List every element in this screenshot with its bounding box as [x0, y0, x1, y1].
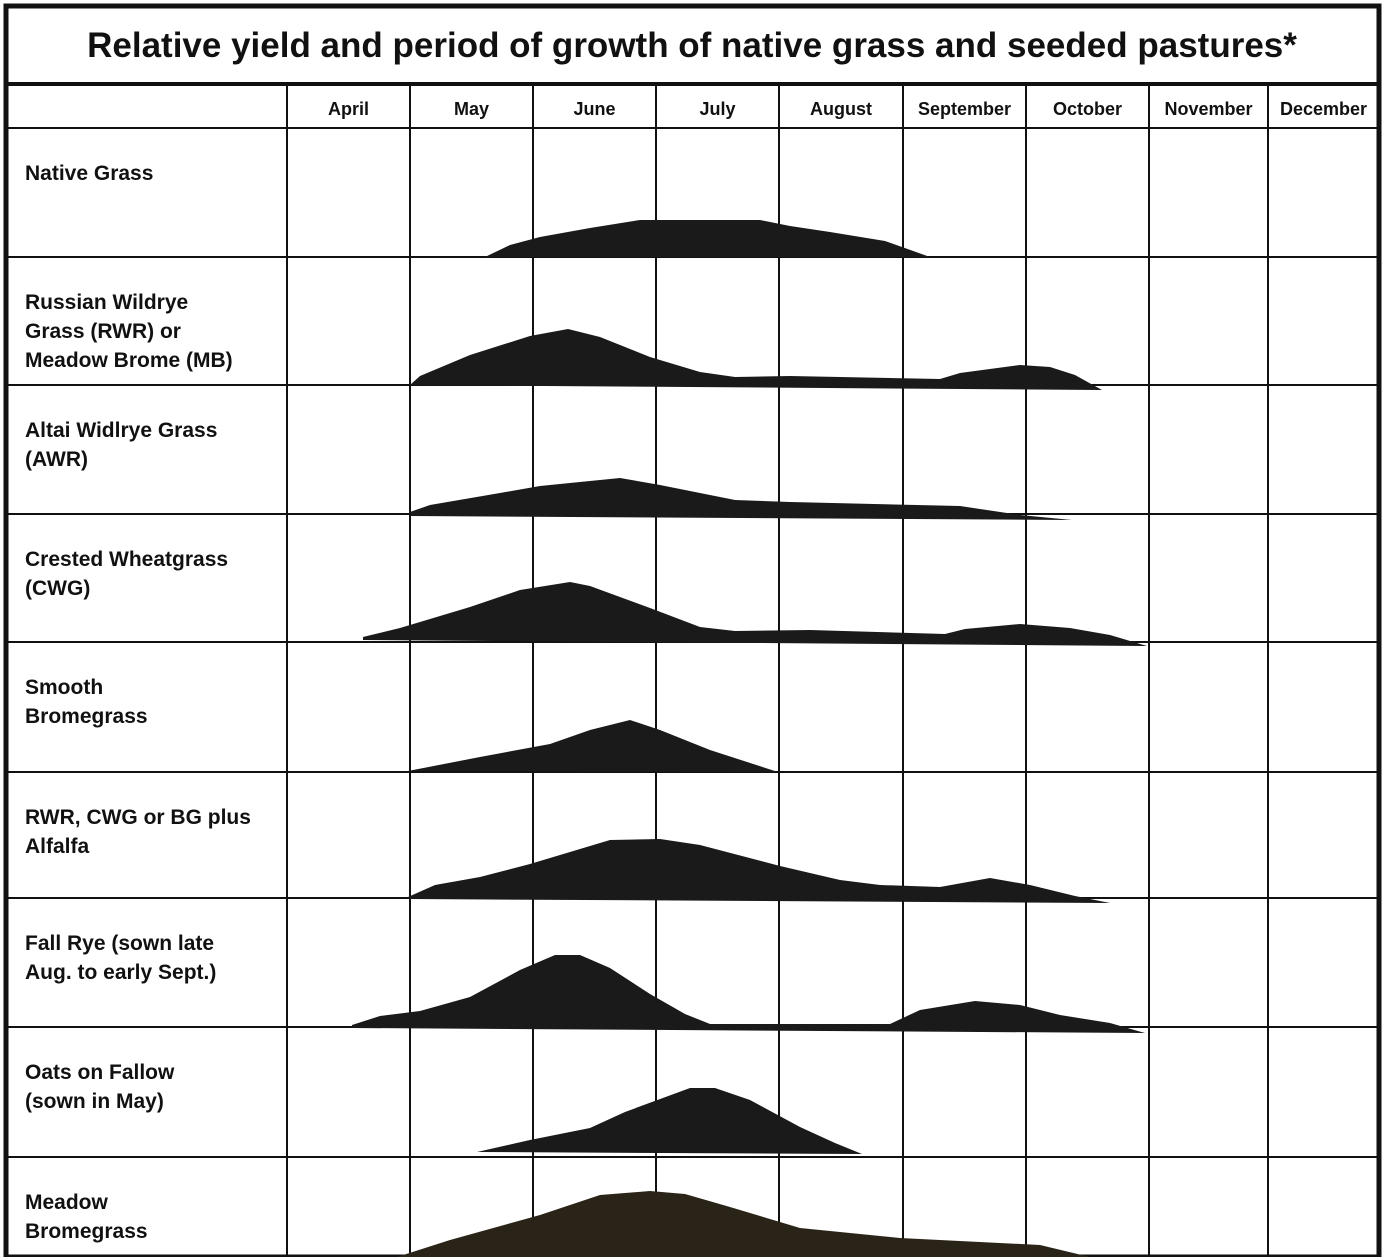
- row-label: Meadow: [25, 1191, 109, 1214]
- row-label: Smooth: [25, 676, 103, 699]
- outer-border: [3, 3, 1382, 1257]
- month-label: October: [1053, 99, 1122, 119]
- row-label: (sown in May): [25, 1090, 164, 1113]
- row-label: Bromegrass: [25, 1220, 148, 1243]
- month-label: December: [1280, 99, 1367, 119]
- month-label: November: [1164, 99, 1252, 119]
- month-label: August: [810, 99, 872, 119]
- month-label: June: [573, 99, 615, 119]
- growth-shape: [363, 582, 1147, 646]
- row-label: (CWG): [25, 577, 90, 600]
- growth-shape: [397, 1191, 1090, 1257]
- growth-shape: [408, 720, 778, 772]
- row-label: Alfalfa: [25, 835, 90, 858]
- month-label: May: [454, 99, 489, 119]
- month-label: July: [699, 99, 735, 119]
- growth-shapes: [352, 220, 1147, 1257]
- row-label: Russian Wildrye: [25, 291, 188, 314]
- row-label: Native Grass: [25, 162, 153, 185]
- growth-shape: [477, 1088, 862, 1154]
- row-label: RWR, CWG or BG plus: [25, 806, 251, 829]
- month-label: September: [918, 99, 1011, 119]
- row-label: Crested Wheatgrass: [25, 548, 228, 571]
- growth-shape: [410, 478, 1072, 520]
- row-label: Altai Widlrye Grass: [25, 419, 217, 442]
- row-label: (AWR): [25, 448, 88, 471]
- growth-shape: [410, 329, 1102, 390]
- title: Relative yield and period of growth of n…: [87, 26, 1297, 65]
- growth-shape: [485, 220, 930, 257]
- grid: [6, 84, 1379, 1257]
- row-label: Aug. to early Sept.): [25, 961, 216, 984]
- row-label: Bromegrass: [25, 705, 148, 728]
- growth-shape: [408, 839, 1110, 903]
- growth-shape: [352, 955, 1145, 1033]
- month-label: April: [328, 99, 369, 119]
- row-label: Oats on Fallow: [25, 1061, 175, 1084]
- row-label: Meadow Brome (MB): [25, 349, 233, 372]
- row-label: Fall Rye (sown late: [25, 932, 214, 955]
- row-label: Grass (RWR) or: [25, 320, 181, 343]
